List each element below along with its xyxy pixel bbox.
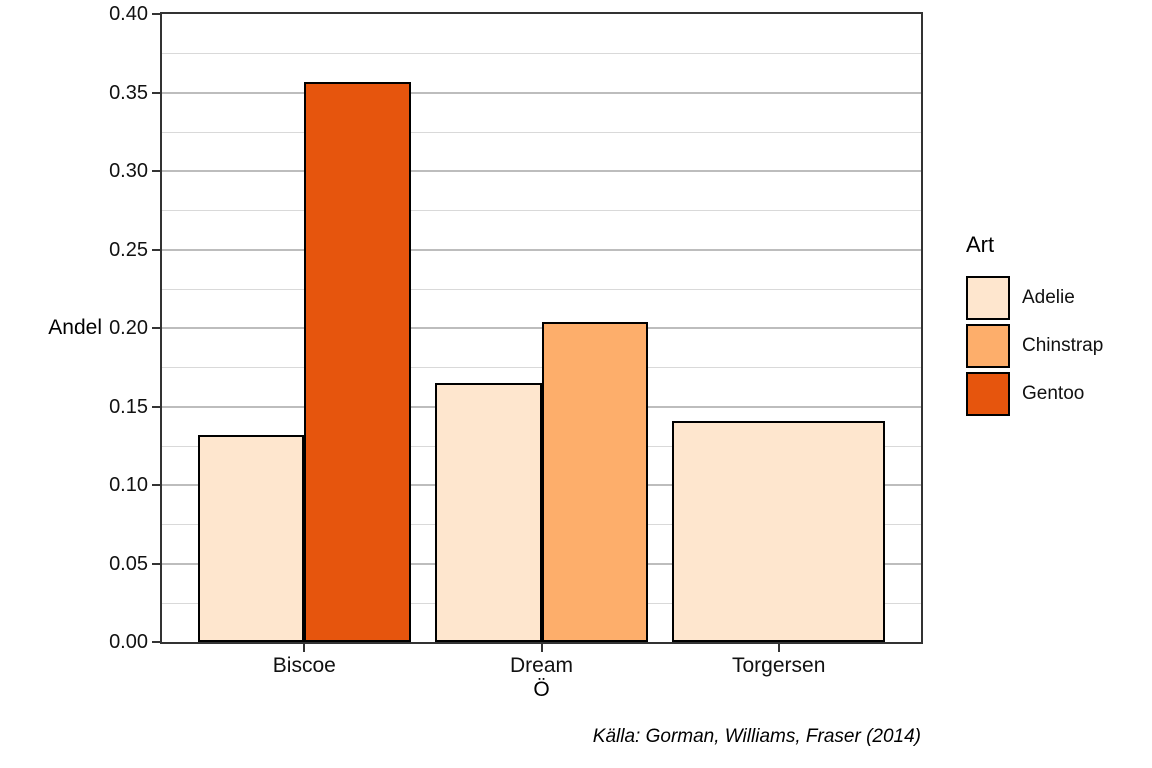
legend-row: Chinstrap: [966, 324, 1103, 368]
legend-key-chinstrap: [966, 324, 1010, 368]
y-tick-label: 0.05: [109, 552, 148, 575]
source-caption: Källa: Gorman, Williams, Fraser (2014): [592, 726, 921, 747]
x-tick-label: Dream: [509, 654, 573, 677]
y-tick-label: 0.00: [109, 631, 148, 653]
legend-row: Adelie: [966, 276, 1103, 320]
y-tick: [152, 484, 160, 486]
x-tick: [303, 644, 306, 652]
legend-label: Chinstrap: [1022, 335, 1104, 356]
y-tick-label: 0.10: [109, 474, 148, 496]
gridline-major: [162, 170, 921, 172]
y-tick-label: 0.15: [109, 395, 148, 418]
legend-key-adelie: [966, 276, 1010, 320]
y-tick: [152, 248, 160, 251]
y-tick: [152, 405, 160, 408]
y-tick: [152, 170, 160, 172]
gridline-major: [162, 91, 921, 94]
y-tick: [152, 562, 160, 565]
y-tick-label: 0.35: [109, 81, 148, 104]
x-tick-label: Torgersen: [731, 654, 826, 677]
legend-label: Gentoo: [1022, 383, 1085, 404]
x-tick: [777, 644, 780, 652]
y-tick: [152, 327, 160, 329]
y-tick: [152, 91, 160, 94]
y-tick-label: 0.20: [109, 317, 148, 339]
y-tick-label: 0.25: [109, 238, 148, 261]
bar-torgersen-adelie: [671, 420, 886, 642]
plot-panel: [160, 12, 923, 644]
gridline-minor: [162, 288, 921, 290]
gridline-minor: [162, 131, 921, 133]
y-tick-label: 0.30: [109, 160, 148, 182]
legend: Art Adelie Chinstrap Gentoo: [966, 232, 1103, 420]
legend-label: Adelie: [1022, 287, 1075, 308]
y-tick: [152, 641, 160, 643]
x-tick-label: Biscoe: [272, 654, 336, 677]
gridline-major: [162, 248, 921, 251]
x-axis-title: Ö: [533, 678, 550, 701]
gridline-minor: [162, 210, 921, 212]
bar-biscoe-gentoo: [304, 81, 412, 642]
bar-biscoe-adelie: [197, 434, 305, 642]
legend-title: Art: [966, 232, 995, 257]
y-tick: [152, 13, 160, 15]
y-axis-title: Andel: [48, 316, 102, 339]
legend-key-gentoo: [966, 372, 1010, 416]
legend-row: Gentoo: [966, 372, 1103, 416]
y-tick-label: 0.40: [109, 3, 148, 25]
bar-dream-chinstrap: [541, 321, 649, 642]
bar-dream-adelie: [434, 382, 542, 642]
legend-entries: Adelie Chinstrap Gentoo: [966, 276, 1103, 416]
gridline-minor: [162, 53, 921, 55]
x-tick: [540, 644, 543, 652]
